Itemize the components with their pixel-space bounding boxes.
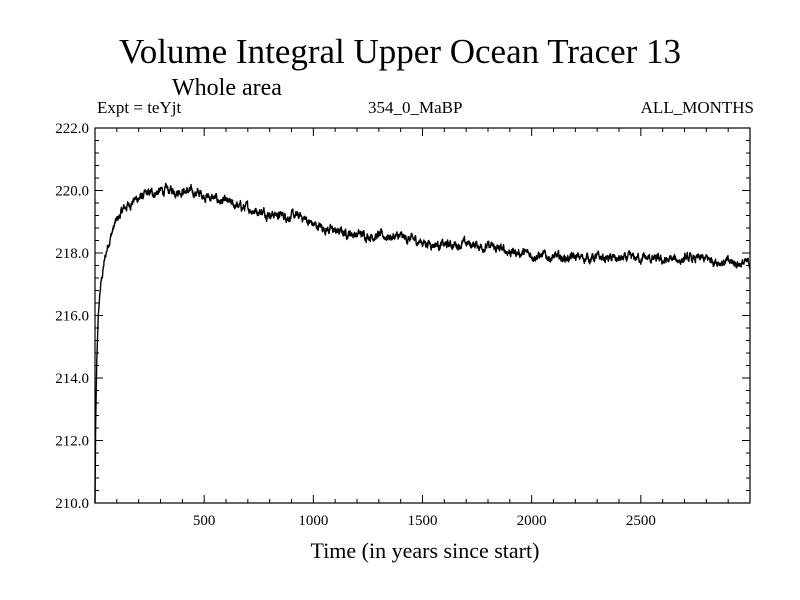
x-axis: 500 1000 1500 2000 2500 [116, 128, 729, 529]
y-tick-label: 210.0 [55, 496, 89, 512]
plot-frame [94, 127, 751, 504]
experiment-label: Expt = teYjt [97, 98, 182, 117]
y-tick-label: 212.0 [55, 434, 89, 450]
y-tick-label: 216.0 [55, 309, 89, 325]
y-tick-label: 222.0 [55, 121, 89, 137]
x-tick-label: 1500 [408, 513, 438, 529]
x-tick-label: 1000 [298, 513, 328, 529]
series-line [94, 182, 751, 504]
x-axis-label: Time (in years since start) [310, 538, 540, 563]
y-axis: 210.0 212.0 214.0 216.0 218.0 220.0 222.0 [55, 121, 750, 512]
series-group [94, 182, 751, 504]
run-label: 354_0_MaBP [368, 98, 463, 117]
y-tick-label: 220.0 [55, 184, 89, 200]
chart-title: Volume Integral Upper Ocean Tracer 13 [118, 32, 682, 71]
chart-subtitle: Whole area [172, 75, 282, 101]
y-tick-label: 218.0 [55, 246, 89, 262]
x-tick-label: 2500 [626, 513, 656, 529]
months-label: ALL_MONTHS [640, 98, 754, 117]
x-tick-label: 500 [193, 513, 216, 529]
x-tick-label: 2000 [517, 513, 547, 529]
y-tick-label: 214.0 [55, 371, 89, 387]
